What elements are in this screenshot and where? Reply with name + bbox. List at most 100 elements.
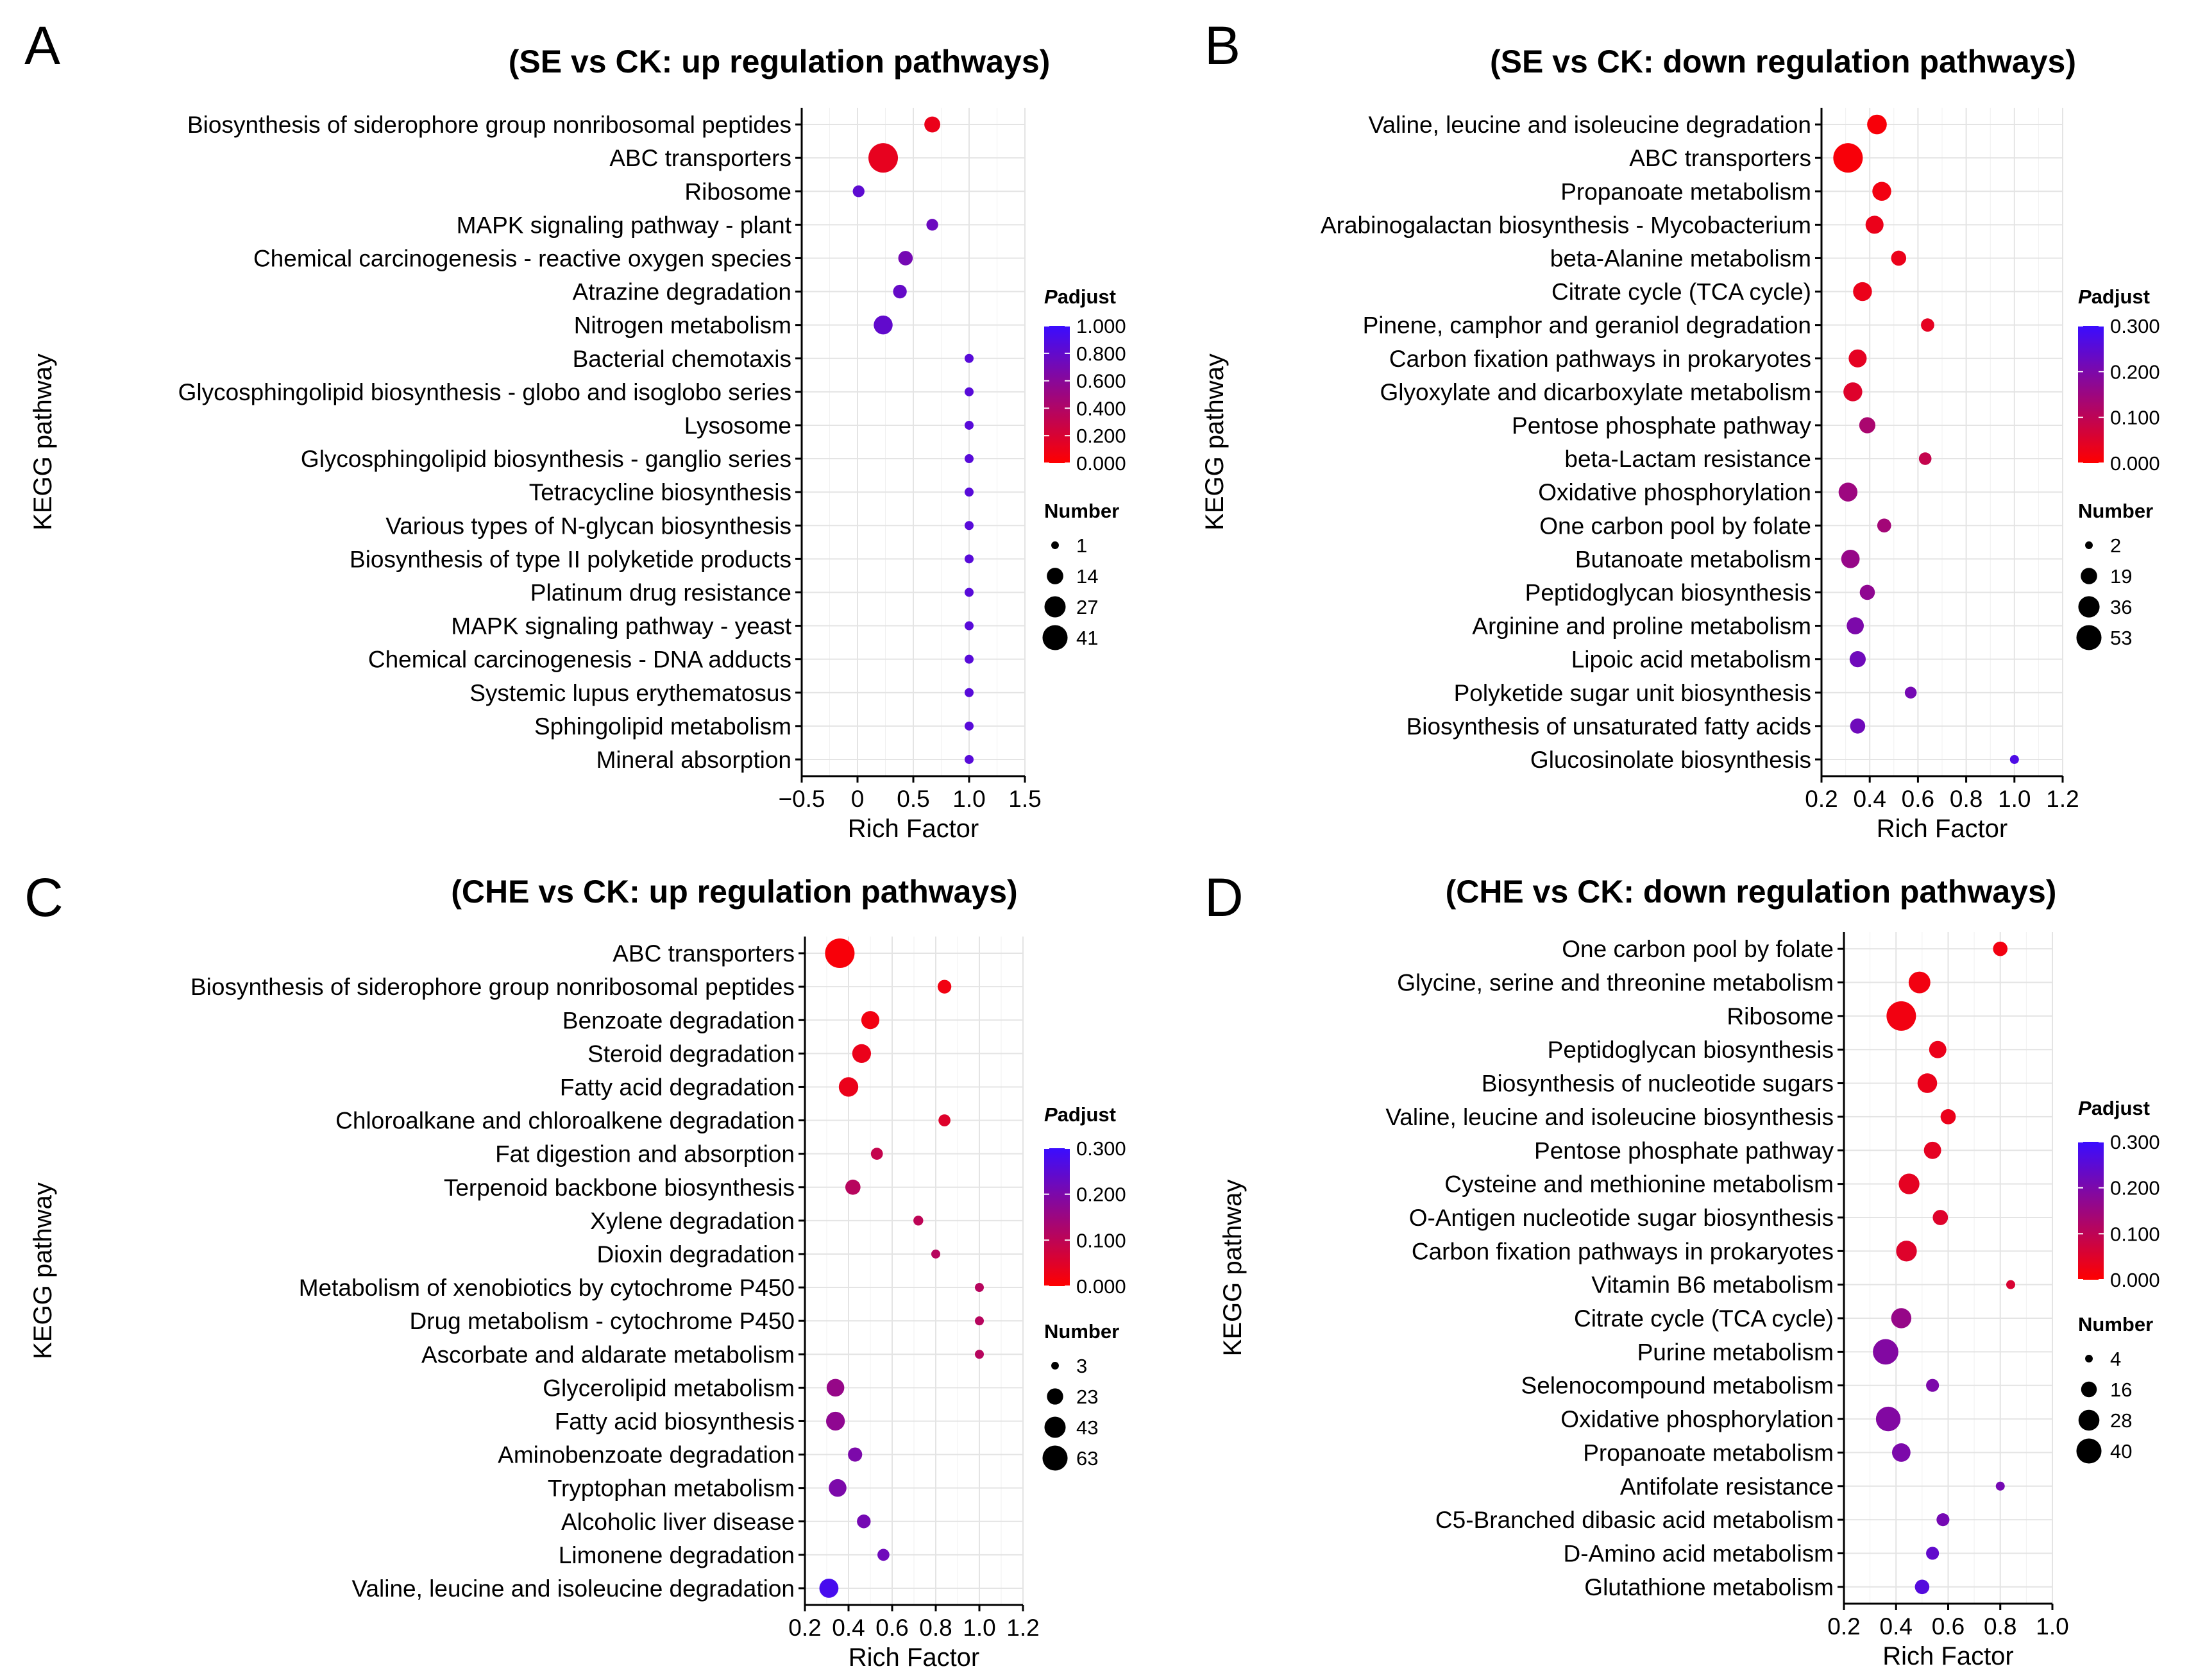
category-label: Carbon fixation pathways in prokaryotes <box>1412 1238 1834 1264</box>
size-legend-title: Number <box>1044 500 1119 522</box>
data-point <box>1896 1241 1917 1262</box>
data-point <box>1926 1547 1940 1560</box>
panel-label: B <box>1204 15 1240 76</box>
size-legend-dot <box>1047 568 1063 584</box>
color-bar-label: 0.200 <box>2110 1177 2160 1200</box>
category-label: Atrazine degradation <box>573 279 791 305</box>
category-label: Dioxin degradation <box>596 1241 795 1268</box>
category-label: Propanoate metabolism <box>1583 1439 1834 1466</box>
category-label: Antifolate resistance <box>1620 1473 1834 1500</box>
data-point <box>924 116 940 133</box>
category-label: D-Amino acid metabolism <box>1563 1540 1834 1566</box>
data-point <box>1914 1579 1930 1595</box>
category-label: Purine metabolism <box>1637 1339 1834 1365</box>
panel-C: C (CHE vs CK: up regulation pathways) ABC … <box>24 867 1126 1672</box>
category-label: Cysteine and methionine metabolism <box>1444 1171 1834 1198</box>
category-label: ABC transporters <box>613 940 795 967</box>
category-label: Fat digestion and absorption <box>495 1141 795 1167</box>
data-point <box>965 454 974 464</box>
category-label: Lysosome <box>684 412 791 439</box>
data-point <box>965 554 974 564</box>
x-tick-label: 0.2 <box>788 1615 821 1641</box>
category-label: Biosynthesis of siderophore group nonrib… <box>190 974 795 1000</box>
color-bar <box>2078 1142 2104 1280</box>
category-label: Terpenoid backbone biosynthesis <box>444 1175 795 1201</box>
color-bar-label: 0.300 <box>1076 1137 1126 1160</box>
category-label: Tryptophan metabolism <box>548 1475 795 1502</box>
panel-title: (CHE vs CK: down regulation pathways) <box>1446 874 2057 910</box>
data-point <box>965 721 974 731</box>
size-legend-dot <box>1051 541 1059 549</box>
panel-D: D (CHE vs CK: down regulation pathways) On… <box>1204 867 2160 1670</box>
category-label: Systemic lupus erythematosus <box>469 680 791 706</box>
data-point <box>1929 1040 1947 1058</box>
category-label: Fatty acid degradation <box>560 1074 795 1100</box>
data-point <box>965 654 974 664</box>
data-point <box>1908 971 1931 994</box>
data-point <box>1932 1210 1948 1225</box>
data-point <box>1849 651 1866 668</box>
category-label: Chemical carcinogenesis - DNA adducts <box>368 647 791 673</box>
x-tick-label: 0.2 <box>1827 1613 1860 1640</box>
category-label: Pentose phosphate pathway <box>1512 412 1811 439</box>
x-axis-label: Rich Factor <box>848 815 979 843</box>
data-point <box>2009 754 2019 764</box>
size-legend-dot <box>2085 1355 2093 1362</box>
data-point <box>1898 1173 1920 1194</box>
x-tick-label: 1.0 <box>963 1615 995 1641</box>
data-point <box>931 1249 940 1259</box>
data-point <box>965 521 974 530</box>
category-label: ABC transporters <box>1629 145 1811 171</box>
data-point <box>1853 282 1872 301</box>
category-label: Carbon fixation pathways in prokaryotes <box>1389 346 1811 372</box>
size-legend-label: 40 <box>2110 1440 2132 1463</box>
color-bar <box>1044 326 1070 463</box>
data-point <box>1873 1339 1898 1365</box>
category-label: Drug metabolism - cytochrome P450 <box>410 1308 795 1334</box>
category-label: Valine, leucine and isoleucine degradati… <box>352 1575 795 1602</box>
size-legend-label: 3 <box>1076 1355 1087 1377</box>
data-point <box>1995 1481 2005 1491</box>
color-legend-title-italic: P <box>2078 1097 2092 1119</box>
category-label: beta-Lactam resistance <box>1564 446 1811 472</box>
data-point <box>965 420 974 430</box>
panel-label: A <box>24 15 60 76</box>
category-label: Oxidative phosphorylation <box>1560 1406 1834 1432</box>
color-legend-title-italic: P <box>2078 285 2092 308</box>
size-legend-label: 63 <box>1076 1447 1098 1470</box>
data-point <box>838 1077 859 1097</box>
color-legend-title-rest: adjust <box>2092 1097 2150 1119</box>
category-label: Xylene degradation <box>590 1208 795 1234</box>
data-point <box>857 1515 871 1529</box>
color-legend-title: Padjust <box>2078 285 2150 308</box>
data-point <box>1867 114 1887 135</box>
data-point <box>845 1179 861 1195</box>
category-label: Ribosome <box>684 178 791 205</box>
size-legend-label: 19 <box>2110 565 2132 588</box>
data-point <box>965 688 974 697</box>
panel-title: (SE vs CK: up regulation pathways) <box>509 44 1051 80</box>
size-legend-dot <box>2078 1409 2100 1431</box>
color-bar-label: 0.000 <box>1076 452 1126 475</box>
category-label: Vitamin B6 metabolism <box>1591 1272 1834 1298</box>
x-tick-label: 1.0 <box>952 786 985 812</box>
data-point <box>829 1479 847 1497</box>
size-legend-label: 28 <box>2110 1409 2132 1432</box>
size-legend-dot <box>1044 1416 1066 1438</box>
data-point <box>975 1283 984 1293</box>
size-legend-dot <box>1047 1388 1063 1405</box>
data-point <box>937 980 952 994</box>
color-legend-title: Padjust <box>1044 285 1116 308</box>
data-point <box>1891 1308 1912 1328</box>
category-label: Glyoxylate and dicarboxylate metabolism <box>1380 379 1812 405</box>
size-legend-label: 53 <box>2110 627 2132 649</box>
category-label: O-Antigen nucleotide sugar biosynthesis <box>1409 1205 1834 1231</box>
category-label: One carbon pool by folate <box>1539 513 1811 539</box>
category-label: Chemical carcinogenesis - reactive oxyge… <box>253 245 791 271</box>
size-legend-dot <box>1042 1445 1068 1471</box>
data-point <box>874 315 893 335</box>
category-label: Various types of N-glycan biosynthesis <box>385 513 791 539</box>
category-label: Glycosphingolipid biosynthesis - globo a… <box>178 379 791 405</box>
category-label: ABC transporters <box>609 145 791 171</box>
category-label: Tetracycline biosynthesis <box>529 479 791 505</box>
